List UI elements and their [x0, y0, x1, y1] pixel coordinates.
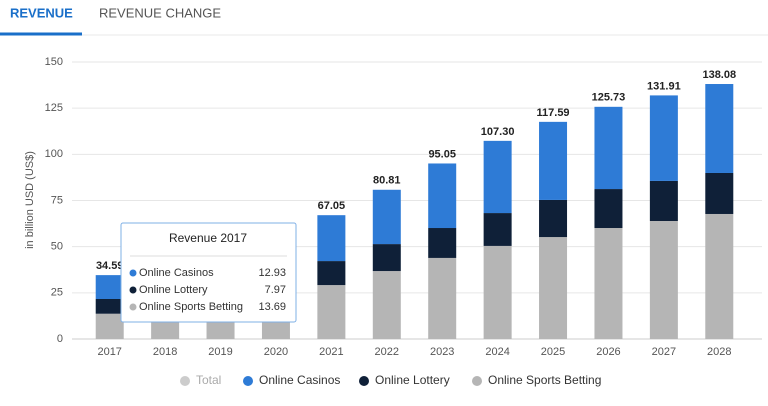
- bar-segment: [95, 275, 124, 300]
- legend-label: Online Lottery: [375, 373, 450, 387]
- tooltip: [120, 222, 297, 323]
- total-label: 34.59: [96, 260, 124, 272]
- bar-segment: [428, 163, 457, 229]
- bar-segment: [95, 313, 124, 339]
- tooltip-dot: [129, 269, 137, 277]
- x-tick-label: 2026: [596, 346, 620, 358]
- total-label: 80.81: [373, 175, 401, 187]
- y-tick-label: 50: [51, 241, 63, 253]
- bar-segment: [428, 228, 457, 258]
- tab[interactable]: REVENUE CHANGE: [99, 5, 221, 20]
- bar-segment: [428, 257, 457, 339]
- total-label: 117.59: [537, 107, 570, 119]
- bar-segment: [539, 199, 568, 238]
- tooltip-value: 12.93: [258, 267, 286, 279]
- tooltip-name: Online Casinos: [139, 267, 214, 279]
- legend-dot: [472, 376, 482, 386]
- x-tick-label: 2017: [97, 346, 121, 358]
- bar-segment: [594, 106, 623, 190]
- tooltip-name: Online Lottery: [139, 284, 208, 296]
- bar-segment: [483, 213, 512, 246]
- x-tick-label: 2019: [208, 346, 232, 358]
- bar-segment: [705, 213, 734, 339]
- bar-segment: [372, 244, 401, 272]
- tooltip-title: Revenue 2017: [169, 231, 247, 245]
- bar-segment: [539, 121, 568, 200]
- tooltip-value: 13.69: [258, 301, 286, 313]
- y-tick-label: 125: [45, 102, 63, 114]
- bar-segment: [649, 95, 678, 181]
- bar-segment: [594, 228, 623, 339]
- y-tick-label: 25: [51, 287, 63, 299]
- total-label: 138.08: [702, 69, 736, 81]
- x-tick-label: 2018: [153, 346, 177, 358]
- legend-dot: [359, 376, 369, 386]
- legend-dot: [243, 376, 253, 386]
- bar-segment: [539, 237, 568, 339]
- legend-label: Online Sports Betting: [488, 373, 601, 387]
- x-tick-label: 2028: [707, 346, 731, 358]
- y-axis-label: in billion USD (US$): [24, 151, 36, 249]
- x-tick-label: 2022: [375, 346, 399, 358]
- x-tick-label: 2024: [485, 346, 509, 358]
- total-label: 107.30: [481, 126, 515, 138]
- legend-label: Online Casinos: [259, 373, 340, 387]
- x-tick-label: 2027: [652, 346, 676, 358]
- bar-segment: [483, 245, 512, 339]
- y-tick-label: 150: [45, 56, 63, 68]
- legend-dot: [180, 376, 190, 386]
- total-label: 67.05: [318, 200, 346, 212]
- bar-segment: [372, 271, 401, 339]
- total-label: 131.91: [647, 80, 681, 92]
- x-tick-label: 2020: [264, 346, 288, 358]
- y-tick-label: 100: [45, 148, 63, 160]
- x-tick-label: 2025: [541, 346, 565, 358]
- bar-segment: [705, 84, 734, 173]
- bar-segment: [317, 261, 346, 286]
- legend-label: Total: [196, 373, 221, 387]
- bar-segment: [95, 299, 124, 314]
- tab[interactable]: REVENUE: [10, 5, 73, 20]
- bar-segment: [649, 220, 678, 339]
- total-label: 95.05: [428, 148, 456, 160]
- bar-segment: [649, 180, 678, 221]
- x-tick-label: 2021: [319, 346, 343, 358]
- bar-segment: [317, 215, 346, 262]
- tooltip-value: 7.97: [265, 284, 286, 296]
- bar-segment: [594, 189, 623, 229]
- y-tick-label: 0: [57, 333, 63, 345]
- y-tick-label: 75: [51, 194, 63, 206]
- tooltip-dot: [129, 286, 137, 294]
- bar-segment: [372, 189, 401, 245]
- bar-segment: [705, 172, 734, 214]
- bar-segment: [317, 285, 346, 339]
- total-label: 125.73: [592, 92, 626, 104]
- tooltip-name: Online Sports Betting: [139, 301, 243, 313]
- bar-segment: [483, 140, 512, 214]
- tooltip-dot: [129, 303, 137, 311]
- x-tick-label: 2023: [430, 346, 454, 358]
